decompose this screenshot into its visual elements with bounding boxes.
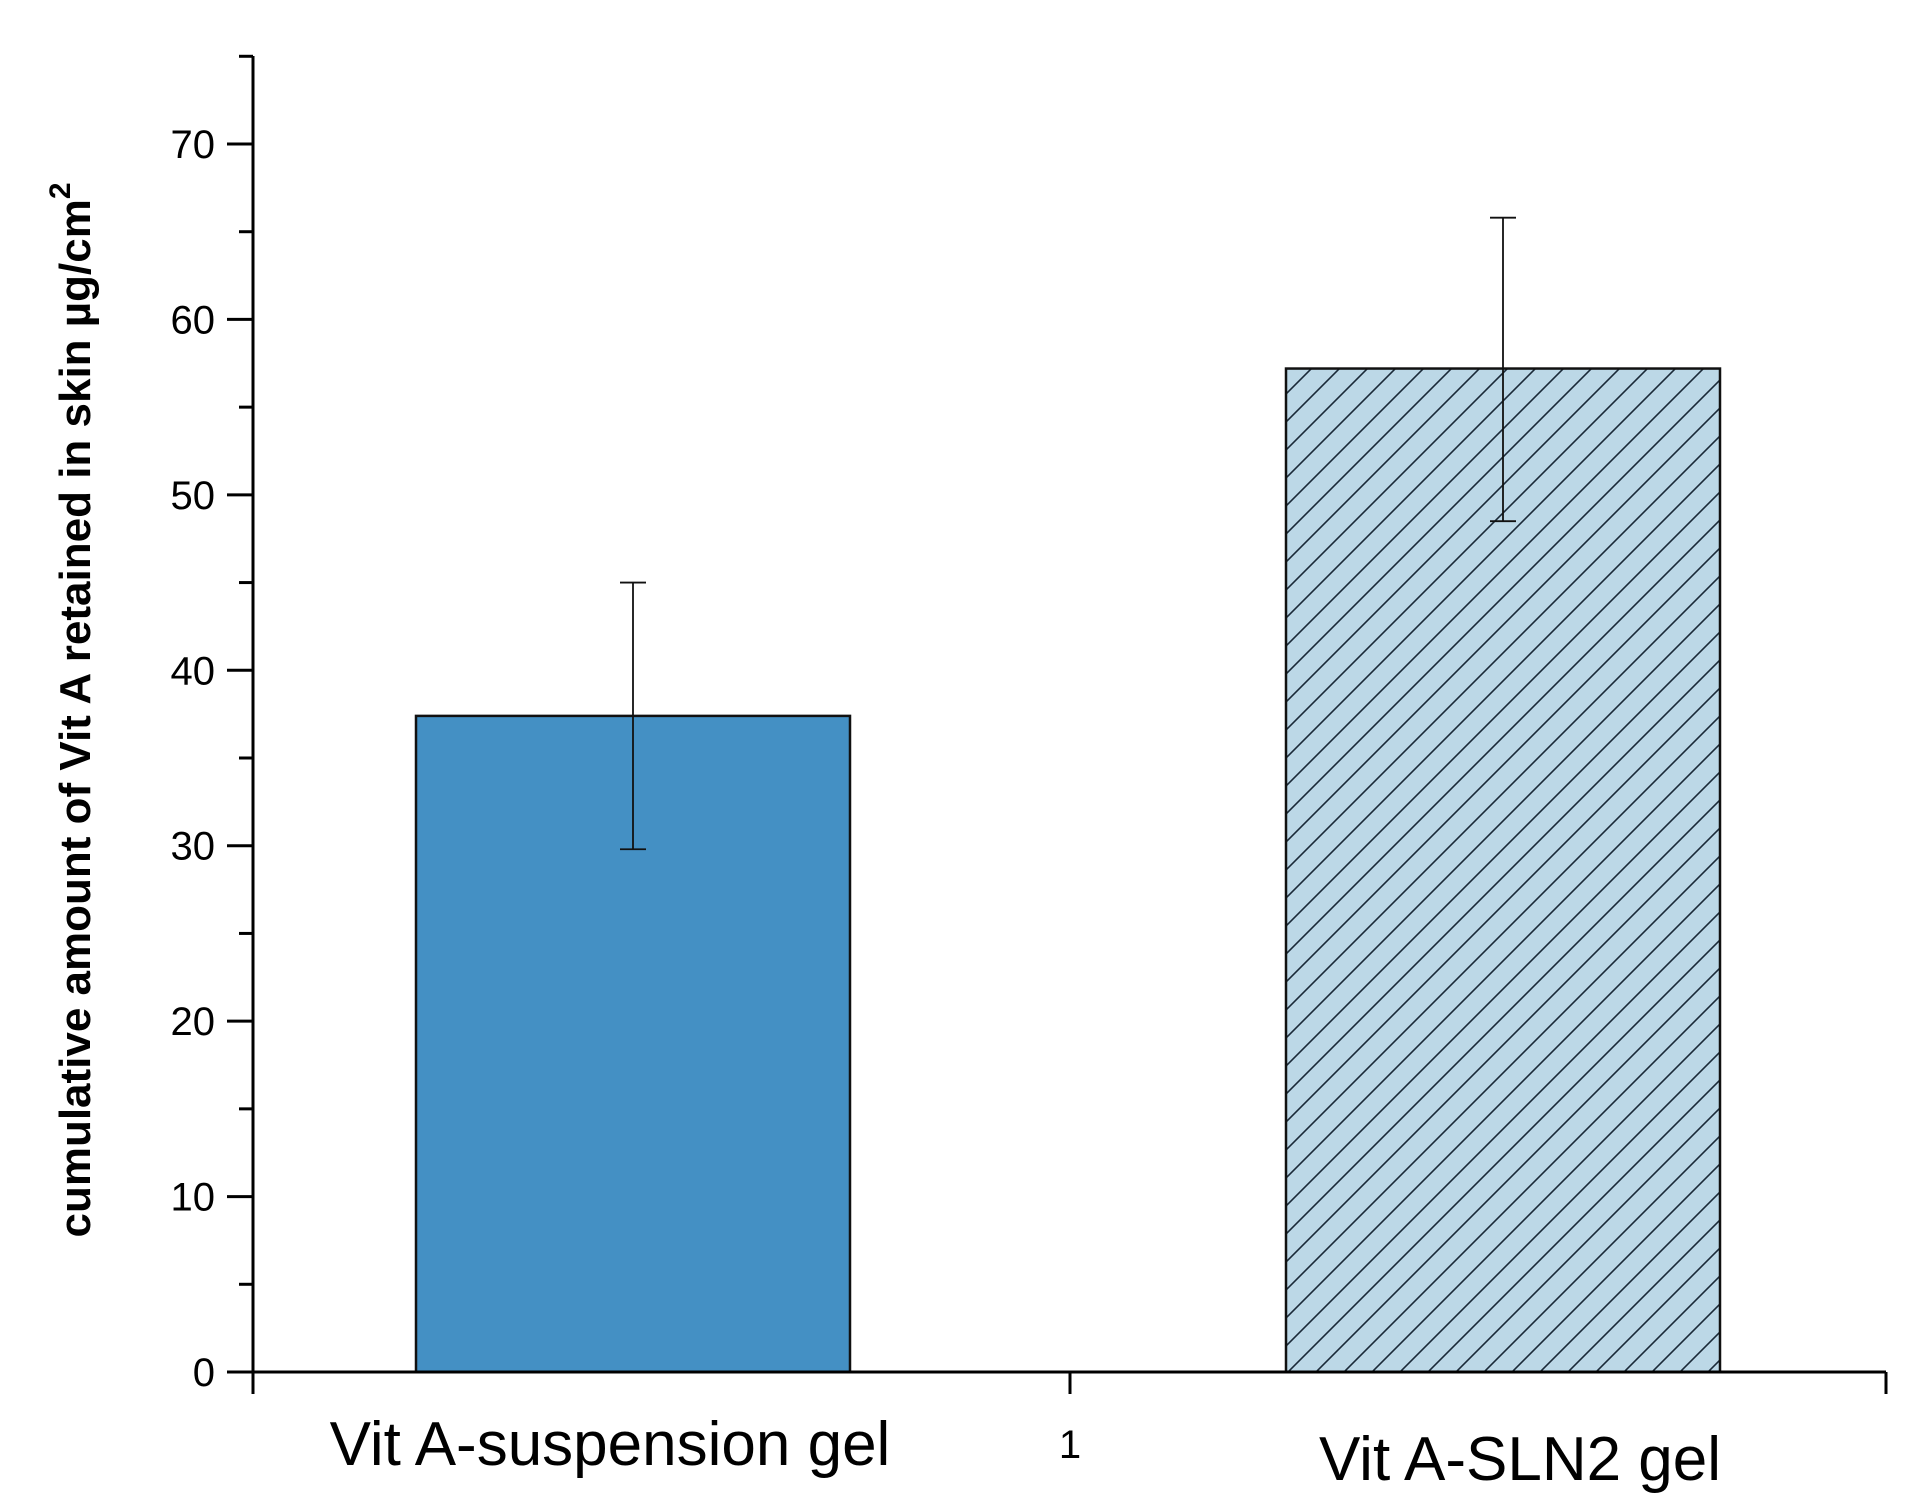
x-tick-label: 1 xyxy=(1059,1423,1081,1467)
bar-2 xyxy=(1284,367,1722,1374)
category-label-1: Vit A-suspension gel xyxy=(330,1410,891,1479)
y-axis-label: cumulative amount of Vit A retained in s… xyxy=(44,182,100,1237)
y-tick-label-0: 0 xyxy=(193,1351,215,1395)
labels-layer: 0 10 20 30 40 50 60 70 1 Vit A-suspension gel Vit … xyxy=(44,123,1721,1494)
error-bars-layer xyxy=(620,216,1516,851)
y-tick-label-60: 60 xyxy=(171,298,216,342)
bars-layer xyxy=(414,367,1722,1374)
category-label-2: Vit A-SLN2 gel xyxy=(1319,1425,1721,1494)
y-tick-label-40: 40 xyxy=(171,649,216,693)
y-axis-label-superscript: 2 xyxy=(44,182,77,199)
axes-layer xyxy=(227,54,1888,1394)
y-tick-label-70: 70 xyxy=(171,123,216,167)
y-tick-label-50: 50 xyxy=(171,474,216,518)
y-tick-label-20: 20 xyxy=(171,1000,216,1044)
y-axis-label-main: cumulative amount of Vit A retained in s… xyxy=(51,199,100,1237)
y-tick-label-10: 10 xyxy=(171,1176,216,1220)
y-tick-label-30: 30 xyxy=(171,825,216,869)
